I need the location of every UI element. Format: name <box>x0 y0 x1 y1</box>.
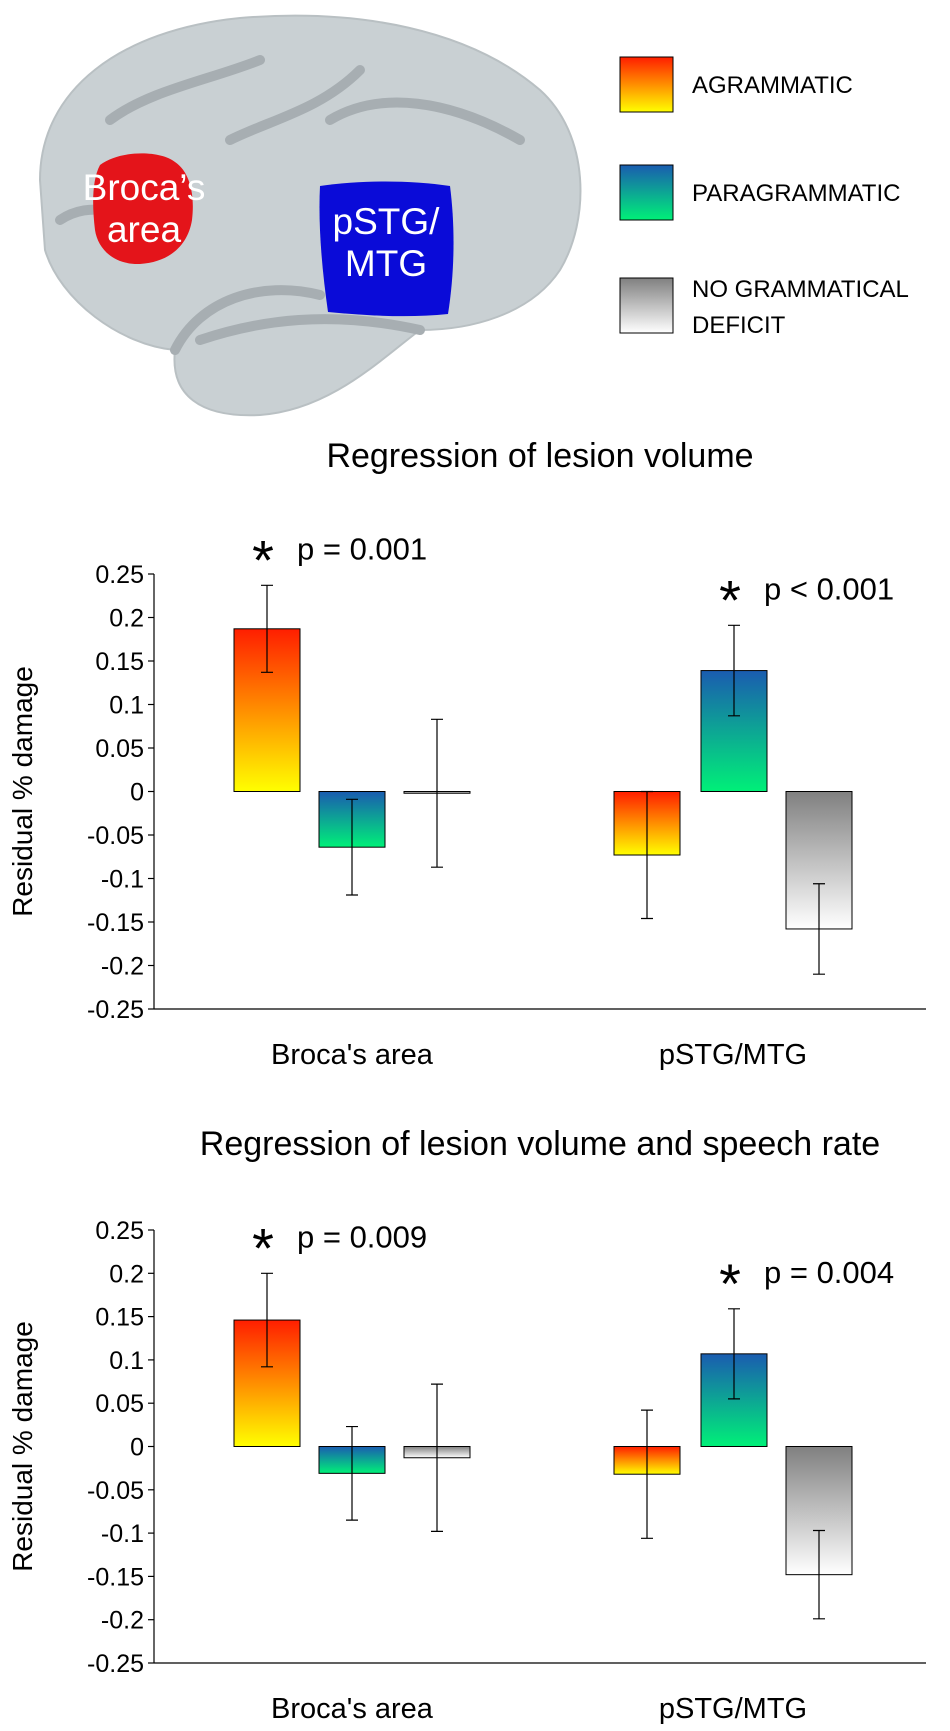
bar <box>785 1446 853 1576</box>
y-tick-label: -0.15 <box>87 909 144 937</box>
p-value: p = 0.004 <box>764 1255 894 1290</box>
y-tick-label: -0.1 <box>101 866 144 894</box>
y-tick-label: 0 <box>130 779 144 807</box>
legend-label: PARAGRAMMATIC <box>692 180 900 207</box>
x-tick-label: Broca's area <box>271 1039 434 1071</box>
y-tick-label: 0.25 <box>95 1217 144 1245</box>
y-tick-label: 0.15 <box>95 648 144 676</box>
y-tick-label: -0.2 <box>101 953 144 981</box>
p-value: p = 0.001 <box>297 531 427 566</box>
significance-marker: * <box>719 1252 741 1315</box>
y-tick-label: -0.05 <box>87 1477 144 1505</box>
error-bar <box>813 1529 825 1620</box>
y-axis-label: Residual % damage <box>7 1321 38 1572</box>
x-tick-label: pSTG/MTG <box>659 1693 807 1725</box>
p-value: p < 0.001 <box>764 571 894 606</box>
region-label: MTG <box>345 243 427 284</box>
brain-sulcus <box>55 55 525 355</box>
y-tick-label: 0.2 <box>109 1260 144 1288</box>
error-bar <box>641 790 653 920</box>
error-bar <box>346 1425 358 1521</box>
error-bar <box>813 883 825 975</box>
y-tick-label: 0.05 <box>95 735 144 763</box>
y-tick-label: -0.15 <box>87 1563 144 1591</box>
y-tick-label: 0 <box>130 1434 144 1462</box>
legend-label: AGRAMMATIC <box>692 72 853 99</box>
pstg-region <box>319 181 454 317</box>
legend-swatch <box>619 56 674 113</box>
region-label: Broca’s <box>83 167 206 208</box>
error-bar <box>431 1383 443 1532</box>
legend-swatch <box>619 277 674 334</box>
y-tick-label: -0.2 <box>101 1607 144 1635</box>
error-bar <box>728 1308 740 1400</box>
y-tick-label: -0.25 <box>87 996 144 1024</box>
brain <box>38 14 582 417</box>
significance-marker: * <box>719 568 741 631</box>
y-tick-label: 0.1 <box>109 1347 144 1375</box>
y-tick-label: 0.05 <box>95 1390 144 1418</box>
y-tick-label: 0.25 <box>95 561 144 589</box>
error-bar <box>728 624 740 717</box>
chart-title: Regression of lesion volume and speech r… <box>200 1125 880 1163</box>
error-bar <box>641 1409 653 1539</box>
legend-swatch <box>619 164 674 221</box>
error-bar <box>261 1272 273 1368</box>
p-value: p = 0.009 <box>297 1219 427 1254</box>
y-tick-label: 0.2 <box>109 605 144 633</box>
legend-label: NO GRAMMATICAL <box>692 276 909 303</box>
y-tick-label: -0.1 <box>101 1520 144 1548</box>
error-bar <box>261 584 273 673</box>
error-bar <box>346 798 358 896</box>
region-label: area <box>107 209 181 250</box>
y-tick-label: -0.05 <box>87 822 144 850</box>
y-axis-label: Residual % damage <box>7 666 38 917</box>
bar <box>233 628 301 792</box>
brain-surface <box>38 14 582 417</box>
chart-title: Regression of lesion volume <box>326 437 753 475</box>
x-tick-label: Broca's area <box>271 1693 434 1725</box>
legend-label: DEFICIT <box>692 312 786 339</box>
x-tick-label: pSTG/MTG <box>659 1039 807 1071</box>
broca-region <box>93 153 193 265</box>
y-tick-label: -0.25 <box>87 1650 144 1678</box>
significance-marker: * <box>252 1216 274 1279</box>
y-tick-label: 0.1 <box>109 692 144 720</box>
significance-marker: * <box>252 528 274 591</box>
error-bar <box>431 718 443 868</box>
y-tick-label: 0.15 <box>95 1304 144 1332</box>
region-label: pSTG/ <box>333 201 441 242</box>
